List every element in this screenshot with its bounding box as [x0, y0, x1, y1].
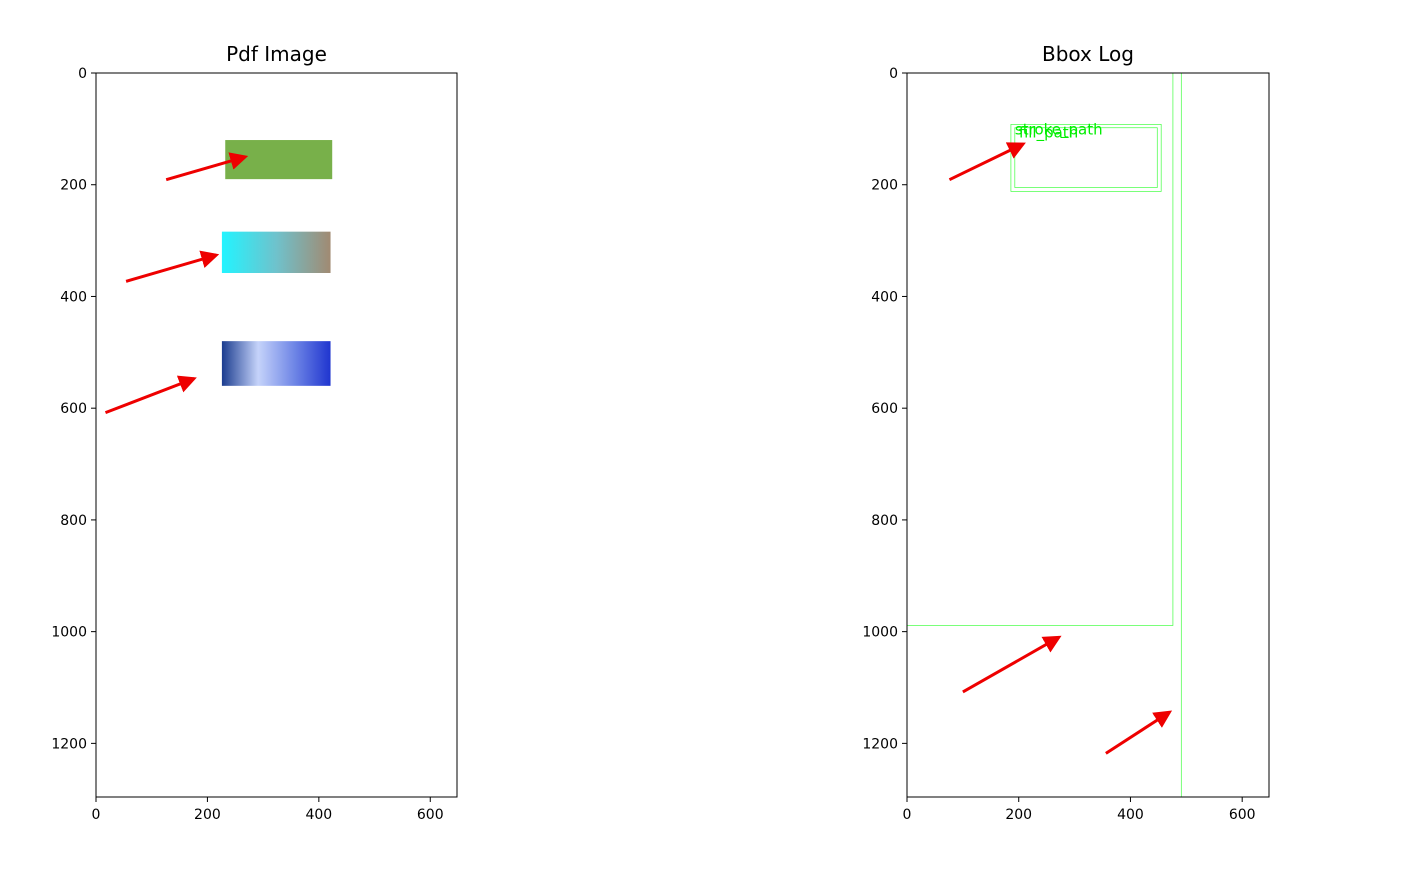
stroke-path-box-label: stroke_path	[1015, 120, 1103, 139]
y-tick-label: 1200	[51, 736, 87, 752]
panel-pdf-image: 0 200 400 600 0 200 400 600 800 1000 1200 Pdf Image	[51, 42, 458, 823]
y-tick-label: 200	[60, 178, 87, 194]
page-bbox-left	[906, 72, 1174, 626]
y-tick-label: 400	[871, 289, 898, 305]
red-arrow	[104, 375, 197, 415]
panel-title: Pdf Image	[226, 42, 327, 66]
x-tick-label: 400	[1117, 807, 1144, 823]
x-tick-label: 600	[1229, 807, 1256, 823]
red-arrow	[1105, 710, 1173, 755]
x-tick-label: 0	[903, 807, 912, 823]
axes-frame	[95, 72, 458, 798]
axes-frame	[906, 72, 1270, 798]
panel-title: Bbox Log	[1042, 42, 1134, 66]
x-tick-label: 400	[305, 807, 332, 823]
y-tick-label: 600	[60, 401, 87, 417]
y-tick-label: 600	[871, 401, 898, 417]
red-arrow	[948, 142, 1026, 182]
red-arrow	[962, 635, 1062, 694]
cyan-gradient-rect	[221, 231, 331, 273]
y-tick-label: 1000	[862, 625, 898, 641]
x-tick-label: 200	[194, 807, 221, 823]
y-tick-label: 0	[78, 66, 87, 82]
y-tick-label: 0	[889, 66, 898, 82]
y-tick-label: 1000	[51, 625, 87, 641]
y-tick-label: 800	[871, 513, 898, 529]
x-tick-label: 200	[1005, 807, 1032, 823]
y-tick-label: 200	[871, 178, 898, 194]
red-arrow	[125, 250, 220, 283]
x-tick-label: 600	[417, 807, 444, 823]
y-tick-label: 400	[60, 289, 87, 305]
red-arrow	[165, 152, 249, 182]
green-rect	[225, 140, 333, 180]
fill-path-box-label: fill_path	[1019, 124, 1078, 143]
y-tick-label: 1200	[862, 736, 898, 752]
y-tick-label: 800	[60, 513, 87, 529]
blue-gradient-rect	[221, 341, 331, 386]
page-bbox-right	[906, 72, 1182, 798]
x-tick-label: 0	[92, 807, 101, 823]
